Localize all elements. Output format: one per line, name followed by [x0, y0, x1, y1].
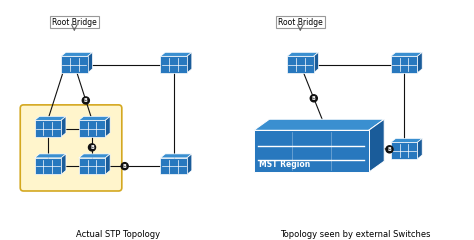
Polygon shape: [161, 56, 187, 73]
Polygon shape: [61, 154, 66, 174]
Polygon shape: [79, 158, 105, 174]
Polygon shape: [161, 52, 192, 56]
Text: B: B: [90, 145, 94, 150]
Text: B: B: [388, 147, 392, 152]
Polygon shape: [417, 138, 422, 159]
Polygon shape: [161, 154, 192, 158]
Circle shape: [82, 97, 90, 104]
Polygon shape: [61, 56, 88, 73]
Polygon shape: [105, 154, 110, 174]
Polygon shape: [313, 52, 319, 73]
Polygon shape: [35, 154, 66, 158]
Polygon shape: [287, 56, 313, 73]
Polygon shape: [187, 52, 192, 73]
Polygon shape: [35, 158, 61, 174]
Polygon shape: [88, 52, 92, 73]
Text: Root Bridge: Root Bridge: [52, 18, 97, 27]
FancyBboxPatch shape: [20, 105, 122, 191]
Polygon shape: [254, 130, 369, 172]
Polygon shape: [105, 116, 110, 137]
Polygon shape: [187, 154, 192, 174]
Polygon shape: [61, 116, 66, 137]
Text: Topology seen by external Switches: Topology seen by external Switches: [280, 230, 431, 239]
Text: Actual STP Topology: Actual STP Topology: [76, 230, 161, 239]
Polygon shape: [35, 120, 61, 137]
Polygon shape: [391, 142, 417, 159]
Polygon shape: [79, 154, 110, 158]
Polygon shape: [417, 52, 422, 73]
Polygon shape: [35, 116, 66, 120]
Text: B: B: [84, 98, 88, 103]
Circle shape: [310, 95, 317, 102]
Circle shape: [121, 163, 128, 170]
Polygon shape: [79, 120, 105, 137]
Polygon shape: [391, 56, 417, 73]
Polygon shape: [391, 52, 422, 56]
Polygon shape: [79, 116, 110, 120]
Text: Root Bridge: Root Bridge: [278, 18, 323, 27]
Polygon shape: [391, 138, 422, 142]
Polygon shape: [161, 158, 187, 174]
Text: B: B: [123, 164, 127, 169]
Text: B: B: [312, 96, 316, 101]
Text: MST Region: MST Region: [259, 160, 310, 169]
Polygon shape: [369, 119, 384, 172]
Circle shape: [89, 144, 96, 151]
Circle shape: [386, 146, 393, 153]
Polygon shape: [287, 52, 319, 56]
Polygon shape: [61, 52, 92, 56]
Polygon shape: [254, 119, 384, 130]
